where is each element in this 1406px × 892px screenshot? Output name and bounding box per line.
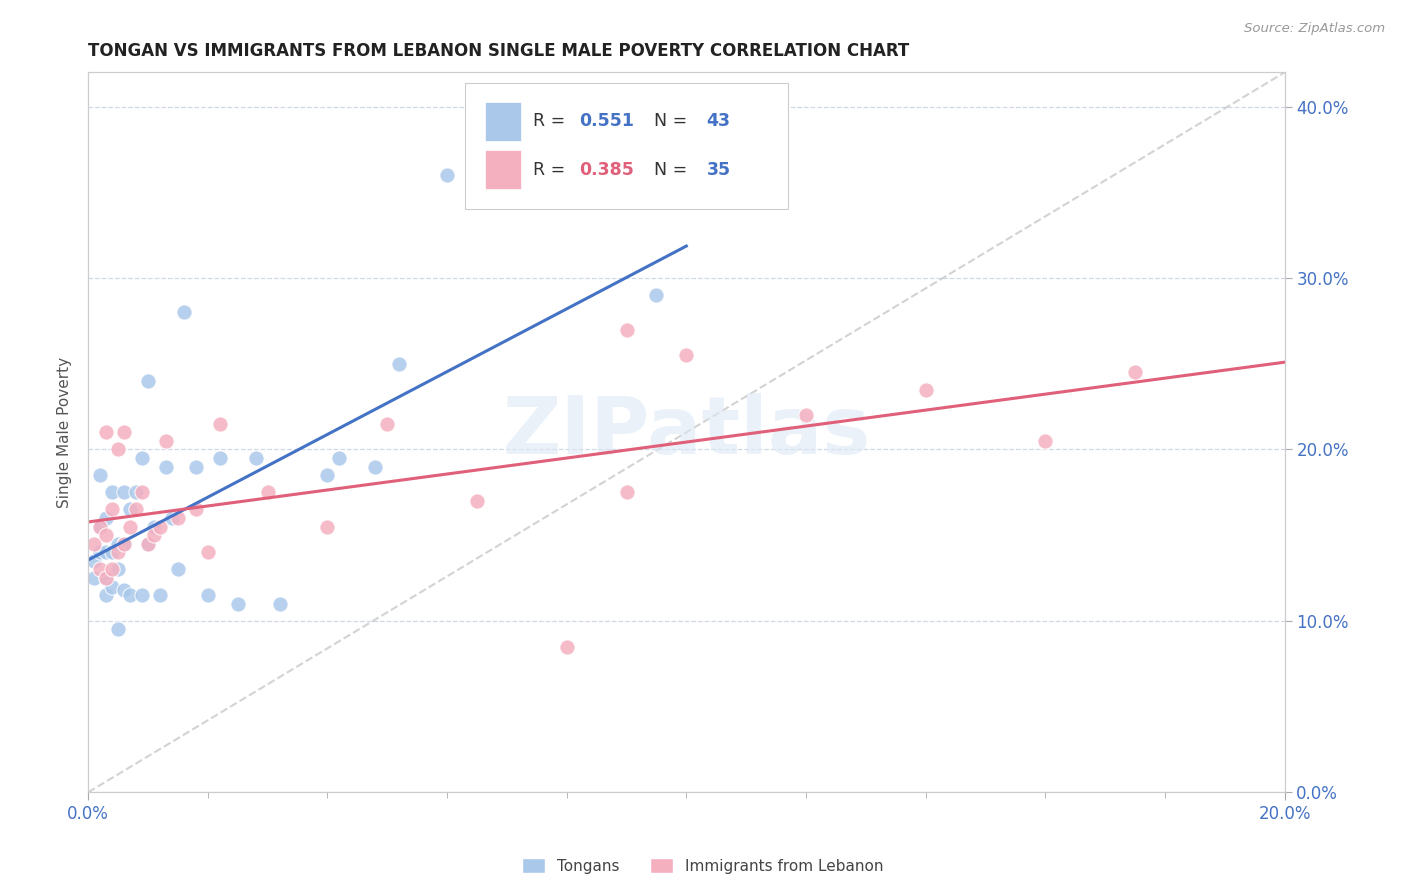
Point (1033, 434, 1056, 448)
Text: N =: N = (644, 161, 693, 178)
Legend: Tongans, Immigrants from Lebanon: Tongans, Immigrants from Lebanon (516, 852, 890, 880)
Point (89, 519, 111, 533)
Text: R =: R = (533, 112, 571, 130)
Point (94, 545, 117, 559)
Point (645, 288, 668, 302)
Point (149, 519, 172, 533)
Point (155, 459, 177, 474)
Point (136, 537, 159, 551)
Point (155, 434, 177, 448)
Point (112, 485, 135, 500)
Point (436, 168, 458, 182)
Point (89, 562, 111, 576)
Text: R =: R = (533, 161, 571, 178)
Point (101, 502, 124, 516)
Point (94, 528, 117, 542)
Point (149, 588, 172, 602)
Point (914, 383, 936, 397)
Point (125, 485, 148, 500)
Text: N =: N = (644, 112, 693, 130)
Point (616, 485, 638, 500)
Point (89, 545, 111, 559)
Text: ZIPatlas: ZIPatlas (502, 393, 870, 471)
Point (83, 537, 105, 551)
Point (125, 502, 148, 516)
Point (226, 597, 249, 611)
Point (197, 588, 219, 602)
Point (616, 322, 638, 336)
Point (118, 588, 141, 602)
Point (136, 374, 159, 388)
Point (112, 537, 135, 551)
Point (208, 451, 231, 466)
Point (131, 485, 153, 500)
Point (107, 562, 129, 576)
Text: Source: ZipAtlas.com: Source: ZipAtlas.com (1244, 22, 1385, 36)
Point (465, 494, 488, 508)
Point (142, 528, 165, 542)
Point (107, 442, 129, 457)
Point (131, 588, 153, 602)
FancyBboxPatch shape (485, 102, 522, 141)
Point (107, 545, 129, 559)
Point (167, 511, 190, 525)
Y-axis label: Single Male Poverty: Single Male Poverty (58, 357, 72, 508)
Point (316, 519, 339, 533)
Point (1123, 365, 1146, 379)
Text: 0.385: 0.385 (579, 161, 634, 178)
Point (101, 485, 124, 500)
Point (94, 425, 117, 440)
Point (208, 417, 231, 431)
Text: 35: 35 (707, 161, 731, 178)
Point (94, 571, 117, 585)
Point (89, 468, 111, 483)
Point (256, 485, 278, 500)
Point (118, 519, 141, 533)
Point (101, 580, 124, 594)
Point (184, 502, 207, 516)
Point (131, 451, 153, 466)
Point (269, 597, 291, 611)
Point (107, 537, 129, 551)
Point (94, 588, 117, 602)
Point (364, 459, 387, 474)
Point (375, 417, 398, 431)
Point (94, 511, 117, 525)
Point (118, 502, 141, 516)
Point (136, 537, 159, 551)
Point (197, 545, 219, 559)
Point (112, 425, 135, 440)
Point (794, 408, 817, 422)
Text: TONGAN VS IMMIGRANTS FROM LEBANON SINGLE MALE POVERTY CORRELATION CHART: TONGAN VS IMMIGRANTS FROM LEBANON SINGLE… (89, 42, 910, 60)
Text: 43: 43 (707, 112, 731, 130)
Point (167, 562, 190, 576)
Point (675, 348, 697, 362)
Point (316, 468, 339, 483)
Point (94, 571, 117, 585)
Point (173, 305, 195, 319)
Point (245, 451, 267, 466)
Point (83, 571, 105, 585)
Point (555, 640, 578, 654)
Point (160, 511, 183, 525)
Point (83, 554, 105, 568)
Point (112, 582, 135, 597)
Point (184, 459, 207, 474)
Point (388, 357, 411, 371)
Point (89, 519, 111, 533)
Point (101, 545, 124, 559)
Point (142, 519, 165, 533)
Point (112, 537, 135, 551)
FancyBboxPatch shape (465, 83, 787, 210)
Point (101, 562, 124, 576)
FancyBboxPatch shape (485, 150, 522, 189)
Point (328, 451, 350, 466)
Text: 0.551: 0.551 (579, 112, 634, 130)
Point (107, 623, 129, 637)
